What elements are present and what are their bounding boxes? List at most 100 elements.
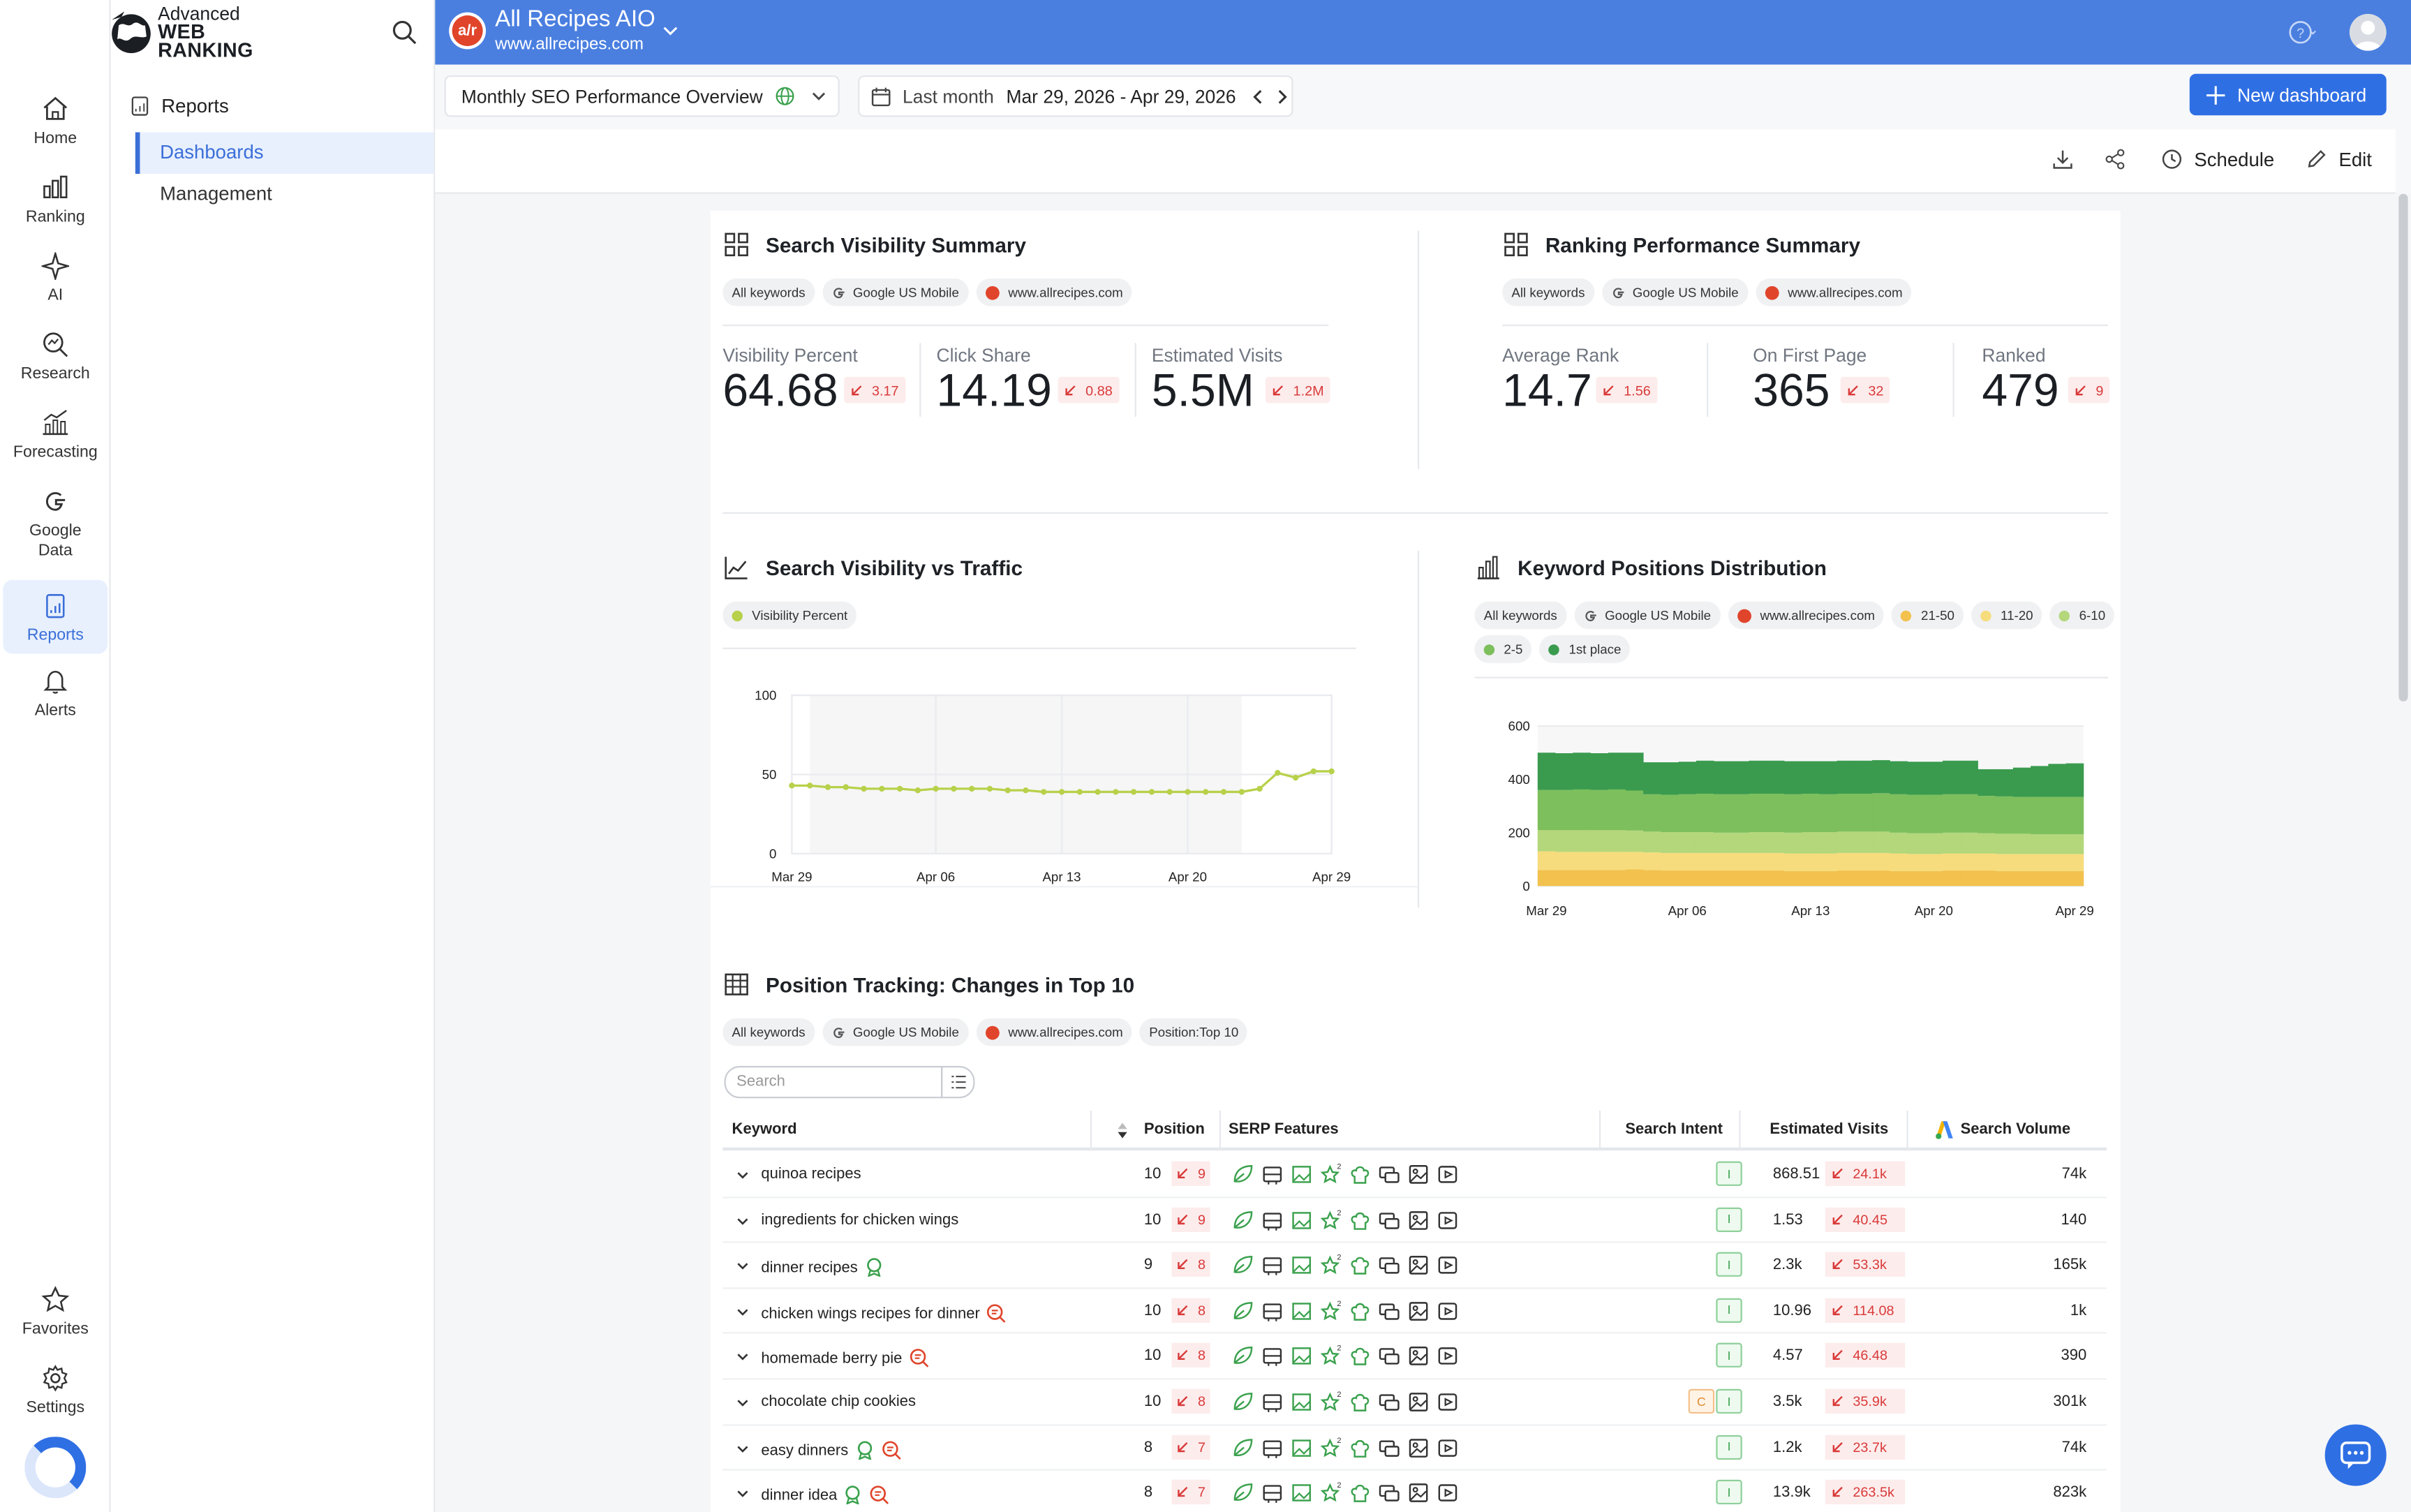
keyword-cell[interactable]: ingredients for chicken wings <box>761 1211 958 1228</box>
user-avatar[interactable] <box>2349 13 2387 51</box>
ai-icon <box>41 252 70 281</box>
legend-chip[interactable]: 6-10 <box>2049 601 2115 630</box>
chevron-down-icon[interactable] <box>735 1395 750 1411</box>
filter-chip[interactable]: www.allrecipes.com <box>976 278 1133 306</box>
help-icon[interactable]: ? <box>2288 18 2316 46</box>
filter-chip[interactable]: All keywords <box>722 1018 815 1046</box>
visibility-line-chart[interactable]: 0 50 100 Mar 29 Apr 06 Apr 13 Apr 20 Apr 29 <box>722 677 1418 892</box>
keyword-cell[interactable]: quinoa recipes <box>761 1166 861 1183</box>
bar-segment <box>1625 753 1644 791</box>
dashboard-select[interactable]: Monthly SEO Performance Overview <box>444 75 840 117</box>
filter-chip[interactable]: Google US Mobile <box>822 278 969 306</box>
page-scrollbar[interactable] <box>2398 193 2408 702</box>
nav-item-ai[interactable]: AI <box>3 252 107 306</box>
nav-item-settings[interactable]: Settings <box>3 1365 107 1418</box>
line-chart-title-text: Search Visibility vs Traffic <box>765 556 1023 579</box>
table-row[interactable]: dinner idea 8 7 2 I 13.9k 263.5k 823k <box>722 1471 2107 1512</box>
metric-delta-value: 0.88 <box>1085 382 1113 398</box>
chevron-down-icon[interactable] <box>735 1213 750 1229</box>
col-keyword[interactable]: Keyword <box>732 1121 797 1139</box>
table-row[interactable]: chocolate chip cookies 10 8 2 I C 3.5k 35.9k 301… <box>722 1380 2107 1425</box>
project-title[interactable]: All Recipes AIO <box>495 6 655 33</box>
table-row[interactable]: ingredients for chicken wings 10 9 2 I 1.53 40… <box>722 1198 2107 1243</box>
sort-icon[interactable] <box>1116 1121 1129 1139</box>
legend-chip[interactable]: 1st place <box>1539 635 1631 663</box>
filter-chip[interactable]: www.allrecipes.com <box>1728 601 1885 630</box>
bar-segment <box>1555 790 1573 831</box>
nav-item-google-data[interactable]: Google Data <box>3 488 107 562</box>
nav-item-alerts[interactable]: Alerts <box>3 667 107 721</box>
reports-subnav: Reports Dashboards Management <box>110 0 436 1512</box>
legend-chip[interactable]: 11-20 <box>1971 601 2042 630</box>
table-row[interactable]: chicken wings recipes for dinner 10 8 2 I 10.… <box>722 1289 2107 1335</box>
chevron-down-icon[interactable] <box>735 1349 750 1365</box>
filter-chip-label: www.allrecipes.com <box>1008 1024 1123 1040</box>
filter-chip[interactable]: All keywords <box>722 278 815 306</box>
col-search-intent[interactable]: Search Intent <box>1625 1121 1723 1139</box>
table-row[interactable]: homemade berry pie 10 8 2 I 4.57 46.48 390 <box>722 1334 2107 1380</box>
metric-delta-value: 1.56 <box>1624 382 1651 398</box>
subnav-item-dashboards[interactable]: Dashboards <box>135 132 434 174</box>
chat-button[interactable] <box>2324 1424 2387 1486</box>
filter-chip[interactable]: All keywords <box>1502 278 1594 306</box>
chevron-right-icon[interactable] <box>1273 87 1291 105</box>
date-range-picker[interactable]: Last month Mar 29, 2026 - Apr 29, 2026 <box>858 75 1293 117</box>
chevron-down-icon[interactable] <box>735 1167 750 1183</box>
keyword-cell[interactable]: homemade berry pie <box>761 1348 928 1368</box>
bar-segment <box>1661 832 1679 853</box>
filter-chip[interactable]: All keywords <box>1474 601 1567 630</box>
positions-stacked-bar-chart[interactable]: 0 200 400 600 Mar 29 Apr 06 Apr 13 Apr 20 Apr 29 <box>1474 708 2108 923</box>
col-position[interactable]: Position <box>1143 1121 1205 1139</box>
schedule-button[interactable]: Schedule <box>2160 148 2274 171</box>
filter-chip[interactable]: Google US Mobile <box>822 1018 969 1046</box>
serp-star2-icon: 2 <box>1320 1391 1341 1411</box>
bar-segment <box>1625 790 1644 831</box>
col-search-volume[interactable]: Search Volume <box>1960 1121 2071 1139</box>
chevron-left-icon[interactable] <box>1248 87 1266 105</box>
nav-item-research[interactable]: Research <box>3 331 107 385</box>
share-button[interactable] <box>2103 148 2126 171</box>
data-point <box>1220 789 1227 795</box>
chevron-down-icon[interactable] <box>735 1259 750 1274</box>
legend-visibility-percent[interactable]: Visibility Percent <box>722 601 857 630</box>
keyword-cell[interactable]: dinner idea <box>761 1485 890 1505</box>
table-row[interactable]: quinoa recipes 10 9 2 I 868.51 24.1k 74k <box>722 1152 2107 1198</box>
col-serp-features[interactable]: SERP Features <box>1229 1121 1339 1139</box>
table-row[interactable]: easy dinners 8 7 2 I 1.2k 23.7k 74k <box>722 1425 2107 1471</box>
table-search-input[interactable]: Search <box>724 1066 943 1099</box>
subnav-item-management[interactable]: Management <box>160 183 272 205</box>
download-button[interactable] <box>2052 148 2075 171</box>
nav-item-forecasting[interactable]: Forecasting <box>3 409 107 463</box>
brand-logo[interactable]: Advanced WEB RANKING <box>107 5 292 60</box>
new-dashboard-button[interactable]: New dashboard <box>2189 73 2387 116</box>
filter-chip[interactable]: www.allrecipes.com <box>1755 278 1912 306</box>
filter-chip[interactable]: Google US Mobile <box>1574 601 1721 630</box>
chevron-down-icon[interactable] <box>735 1486 750 1502</box>
chevron-down-icon[interactable] <box>735 1304 750 1319</box>
keyword-cell[interactable]: dinner recipes <box>761 1257 884 1277</box>
chevron-down-icon[interactable] <box>735 1441 750 1456</box>
legend-chip[interactable]: 2-5 <box>1474 635 1532 663</box>
nav-item-reports[interactable]: Reports <box>3 579 108 654</box>
table-row[interactable]: dinner recipes 9 8 2 I 2.3k 53.3k 165k <box>722 1243 2107 1289</box>
keyword-cell[interactable]: easy dinners <box>761 1439 901 1460</box>
edit-button[interactable]: Edit <box>2305 148 2372 171</box>
filter-chip[interactable]: Position:Top 10 <box>1140 1018 1248 1046</box>
keyword-cell[interactable]: chocolate chip cookies <box>761 1393 916 1410</box>
keyword-cell[interactable]: chicken wings recipes for dinner <box>761 1303 1007 1323</box>
chevron-down-icon[interactable] <box>661 22 679 40</box>
legend-chip[interactable]: 21-50 <box>1892 601 1964 630</box>
column-settings-button[interactable] <box>941 1066 975 1099</box>
intent-badge: I <box>1716 1252 1742 1277</box>
col-estimated-visits[interactable]: Estimated Visits <box>1770 1121 1889 1139</box>
ai-search-icon <box>987 1303 1007 1323</box>
bar-segment <box>1749 870 1767 887</box>
filter-chip-label: Position:Top 10 <box>1149 1024 1239 1040</box>
nav-item-favorites[interactable]: Favorites <box>3 1286 107 1340</box>
filter-chip[interactable]: www.allrecipes.com <box>976 1018 1133 1046</box>
nav-item-home[interactable]: Home <box>3 96 107 149</box>
filter-chip[interactable]: Google US Mobile <box>1601 278 1748 306</box>
position-delta-value: 8 <box>1197 1302 1206 1318</box>
search-icon[interactable] <box>391 18 419 46</box>
nav-item-ranking[interactable]: Ranking <box>3 174 107 228</box>
